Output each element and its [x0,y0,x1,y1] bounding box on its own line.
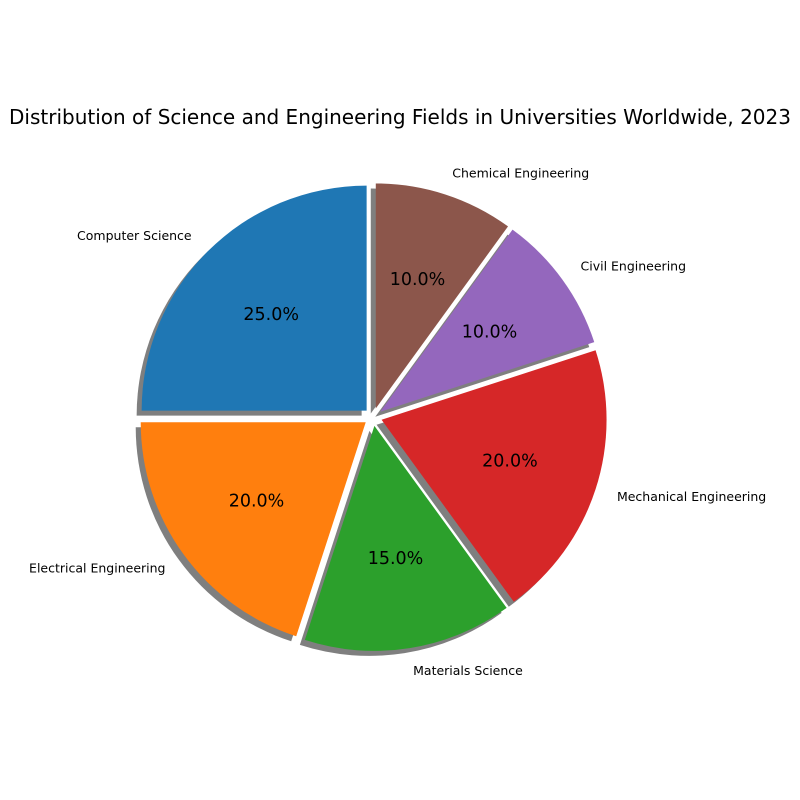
category-label-materials-science: Materials Science [413,663,523,678]
value-label-electrical-engineering: 20.0% [229,492,285,512]
pie-slice-electrical-engineering [140,422,366,637]
value-label-mechanical-engineering: 20.0% [482,452,538,472]
chart-title: Distribution of Science and Engineering … [9,105,791,129]
value-label-materials-science: 15.0% [368,549,424,569]
pie-slice-computer-science [141,185,367,411]
value-label-civil-engineering: 10.0% [462,322,518,342]
category-label-electrical-engineering: Electrical Engineering [29,560,165,575]
pie-slice-civil-engineering [380,229,595,412]
category-label-civil-engineering: Civil Engineering [581,259,687,274]
slice-layer [140,183,607,651]
pie-slice-chemical-engineering [375,183,509,409]
pie-slice-mechanical-engineering [381,350,607,602]
pie-slice-materials-science [304,425,507,651]
category-label-computer-science: Computer Science [77,228,192,243]
category-label-mechanical-engineering: Mechanical Engineering [617,489,766,504]
value-label-computer-science: 25.0% [243,305,299,325]
category-label-chemical-engineering: Chemical Engineering [452,166,589,181]
text-layer: 25.0% Computer Science 20.0% Electrical Eng… [29,166,766,678]
value-label-chemical-engineering: 10.0% [390,270,446,290]
